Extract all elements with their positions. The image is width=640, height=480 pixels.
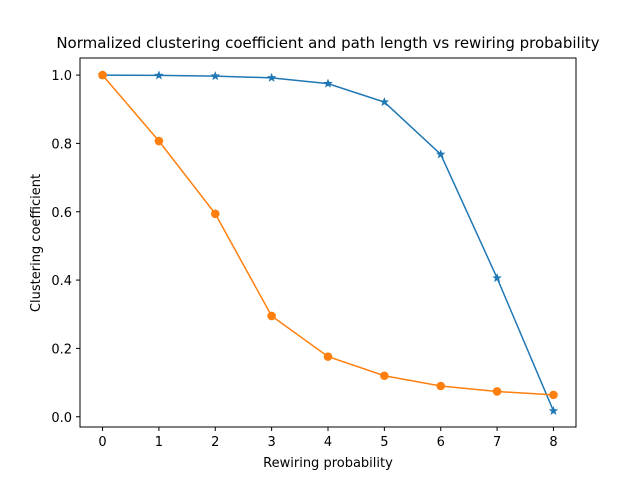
data-point-circle (98, 70, 107, 80)
x-tick-label: 3 (267, 435, 275, 450)
data-point-circle (154, 136, 164, 146)
y-axis-label: Clustering coefficient (29, 174, 44, 312)
data-point-circle (210, 209, 220, 219)
data-point-star (154, 70, 164, 80)
x-tick-label: 5 (380, 435, 388, 450)
axes-layer: 0 1 2 3 4 5 6 7 8 0.0 0.2 0.4 0.6 0.8 1.0 (51, 69, 557, 450)
data-point-star (548, 405, 559, 415)
y-tick-label: 0.2 (51, 342, 72, 357)
x-tick-label: 6 (437, 435, 445, 450)
data-point-star (210, 71, 221, 81)
x-axis-label: Rewiring probability (263, 456, 393, 471)
data-point-circle (492, 387, 502, 396)
plot-area-frame (79, 57, 577, 428)
x-tick-label: 0 (98, 435, 106, 450)
x-tick-label: 2 (211, 435, 219, 450)
y-tick-label: 0.0 (51, 411, 72, 426)
y-tick-label: 0.8 (51, 137, 72, 152)
series-2 (98, 70, 558, 400)
y-tick-label: 0.4 (51, 274, 72, 289)
chart-title: Normalized clustering coefficient and pa… (56, 34, 599, 52)
data-point-star (266, 72, 277, 82)
x-tick-label: 1 (155, 435, 163, 450)
data-point-circle (436, 381, 446, 391)
x-tick-label: 8 (549, 435, 557, 450)
data-point-star (435, 149, 446, 159)
data-point-star (323, 78, 333, 88)
y-tick-label: 0.6 (51, 206, 72, 221)
data-point-star (492, 273, 502, 283)
data-point-star (379, 97, 390, 107)
series-layer (97, 70, 559, 415)
data-point-circle (549, 390, 558, 400)
y-tick-label: 1.0 (51, 69, 72, 84)
data-point-circle (323, 352, 333, 361)
data-point-circle (267, 311, 276, 321)
x-tick-label: 4 (324, 435, 332, 450)
data-point-circle (380, 371, 389, 381)
x-tick-label: 7 (493, 435, 501, 450)
